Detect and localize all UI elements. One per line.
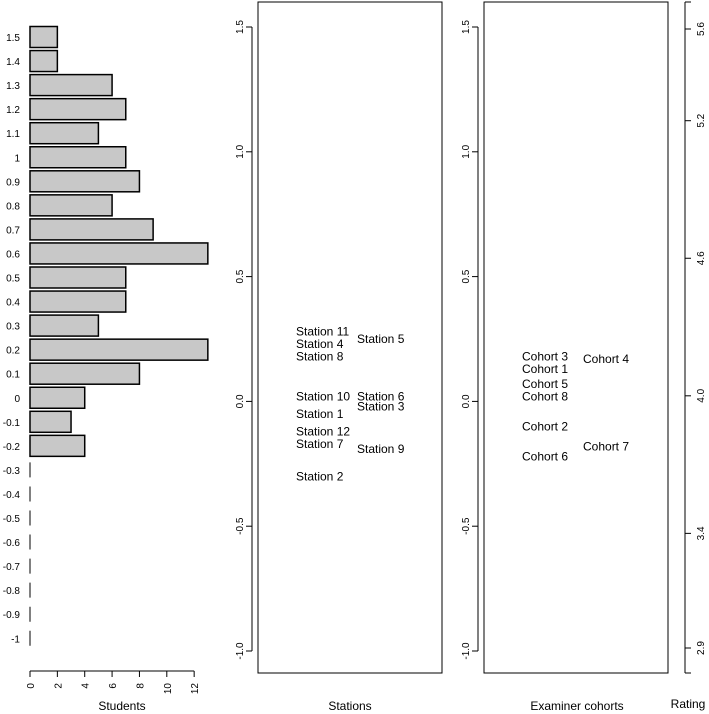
bar-category-label: -0.4: [3, 490, 21, 501]
student-bar: [29, 242, 209, 265]
student-bar: [29, 49, 59, 73]
student-bar: [29, 434, 86, 458]
bar-category-label: -0.8: [3, 586, 21, 597]
stations-y-tick-label: -1.0: [235, 642, 246, 660]
cohorts-y-tick-label: 0.5: [461, 269, 472, 283]
student-bar: [29, 73, 113, 97]
bar-category-label: 0: [14, 394, 20, 405]
stations-point-label: Station 9: [357, 442, 405, 456]
rating-axis-title: Rating: [671, 697, 706, 711]
rating-tick-label: 5.6: [696, 22, 707, 36]
cohorts-point-label: Cohort 4: [583, 352, 629, 366]
bar-category-label: 0.9: [6, 177, 20, 188]
bar-category-label: -0.5: [3, 514, 21, 525]
students-tick-label: 6: [108, 683, 119, 689]
bar-category-label: -0.1: [3, 418, 21, 429]
student-bar: [29, 362, 141, 385]
bar-category-label: 1.1: [6, 129, 20, 140]
bar-category-label: 0.5: [6, 274, 20, 285]
cohorts-plot-frame: [483, 1, 669, 674]
bar-category-label: 1: [14, 153, 20, 164]
stations-axis-title: Stations: [328, 699, 371, 713]
student-bar: [29, 386, 86, 409]
bar-category-label: -0.9: [3, 610, 21, 621]
stations-y-tick-label: 1.0: [235, 144, 246, 158]
stations-point-label: Station 2: [296, 469, 344, 483]
bar-category-label: 0.6: [6, 249, 20, 260]
bar-category-label: -0.6: [3, 538, 21, 549]
students-tick-label: 0: [26, 683, 37, 689]
cohorts-y-tick-label: -1.0: [461, 642, 472, 660]
cohorts-point-label: Cohort 6: [522, 449, 568, 463]
stations-y-tick-label: 0.5: [235, 269, 246, 283]
students-tick-label: 10: [163, 683, 174, 695]
stations-point-label: Station 5: [357, 332, 405, 346]
cohorts-point-label: Cohort 5: [522, 377, 568, 391]
student-bar: [29, 266, 127, 289]
cohorts-point-label: Cohort 1: [522, 362, 568, 376]
stations-point-label: Station 8: [296, 349, 344, 363]
bar-category-label: 0.4: [6, 298, 20, 309]
students-tick-label: 4: [81, 683, 92, 689]
bar-category-label: 0.8: [6, 201, 20, 212]
rating-tick-label: 4.0: [696, 388, 707, 402]
rating-tick-label: 2.9: [696, 641, 707, 655]
rating-tick-label: 3.4: [696, 526, 707, 540]
stations-point-label: Station 1: [296, 407, 344, 421]
student-bar: [29, 97, 127, 121]
stations-plot-frame: [257, 1, 443, 674]
cohorts-y-tick-label: 1.5: [461, 20, 472, 34]
stations-point-label: Station 3: [357, 399, 405, 413]
bar-category-label: 1.2: [6, 105, 20, 116]
students-tick-label: 12: [190, 683, 201, 695]
student-bar: [29, 146, 127, 169]
bar-category-label: 0.1: [6, 370, 20, 381]
student-bar: [29, 290, 127, 313]
bar-category-label: 0.2: [6, 346, 20, 357]
cohorts-point-label: Cohort 3: [522, 349, 568, 363]
stations-point-label: Station 11: [296, 325, 349, 339]
cohorts-point-label: Cohort 7: [583, 439, 629, 453]
bar-category-label: 1.4: [6, 57, 20, 68]
bar-category-label: 0.3: [6, 322, 20, 333]
student-bar: [29, 25, 59, 49]
student-bar: [29, 338, 209, 361]
stations-point-label: Station 7: [296, 437, 344, 451]
stations-point-label: Station 10: [296, 389, 350, 403]
student-bar: [29, 314, 100, 337]
student-bar: [29, 194, 113, 217]
students-tick-label: 8: [135, 683, 146, 689]
cohorts-y-tick-label: -0.5: [461, 517, 472, 535]
cohorts-point-label: Cohort 2: [522, 419, 568, 433]
bar-category-label: -0.7: [3, 562, 21, 573]
rating-tick-label: 5.2: [696, 113, 707, 127]
stations-point-label: Station 6: [357, 389, 405, 403]
bar-category-label: 1.5: [6, 33, 20, 44]
student-bar: [29, 170, 141, 193]
stations-y-tick-label: 0.0: [235, 394, 246, 408]
cohorts-y-tick-label: 0.0: [461, 394, 472, 408]
stations-point-label: Station 12: [296, 424, 350, 438]
bar-category-label: 1.3: [6, 81, 20, 92]
stations-y-tick-label: 1.5: [235, 20, 246, 34]
students-axis-title: Students: [98, 699, 145, 713]
student-bar: [29, 218, 154, 241]
bar-category-label: -0.2: [3, 442, 21, 453]
stations-y-tick-label: -0.5: [235, 517, 246, 535]
cohorts-y-tick-label: 1.0: [461, 144, 472, 158]
students-tick-label: 2: [53, 683, 64, 689]
cohorts-axis-title: Examiner cohorts: [530, 699, 623, 713]
bar-category-label: -0.3: [3, 466, 21, 477]
bar-category-label: -1: [11, 634, 20, 645]
stations-point-label: Station 4: [296, 337, 344, 351]
bar-category-label: 0.7: [6, 225, 20, 236]
student-bar: [29, 121, 100, 145]
rating-tick-label: 4.6: [696, 251, 707, 265]
cohorts-point-label: Cohort 8: [522, 389, 568, 403]
student-bar: [29, 410, 72, 434]
